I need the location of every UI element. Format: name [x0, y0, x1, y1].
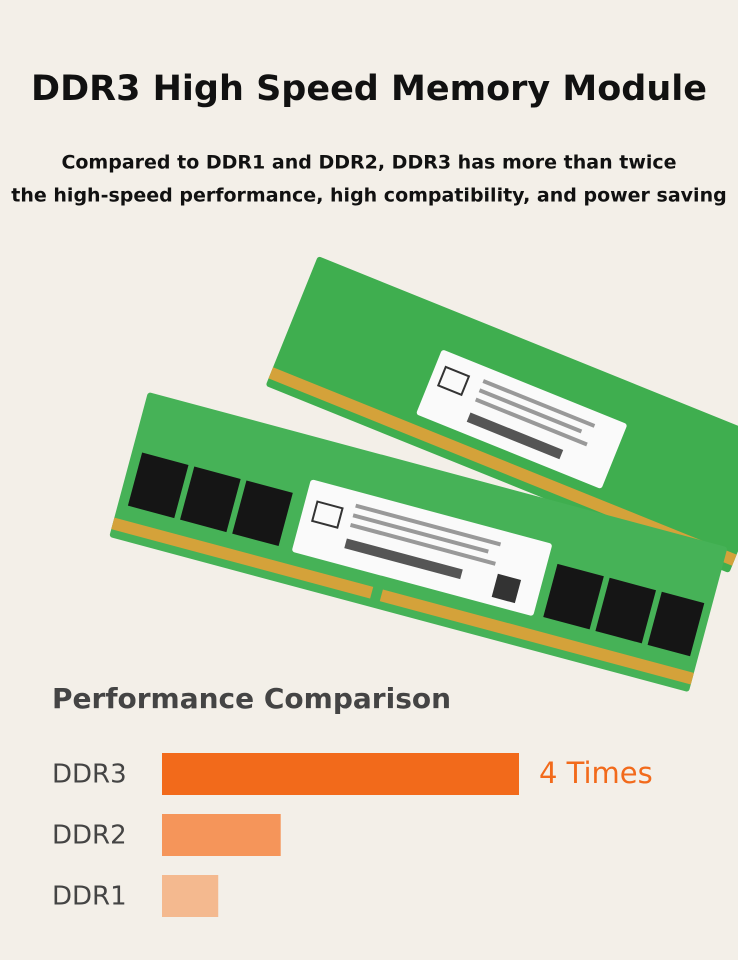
- page-title: DDR3 High Speed Memory Module: [31, 69, 707, 109]
- subtitle-line: Compared to DDR1 and DDR2, DDR3 has more…: [61, 152, 676, 174]
- category-label: DDR2: [52, 821, 127, 851]
- bar: [162, 753, 519, 795]
- category-label: DDR1: [52, 882, 127, 912]
- bar: [162, 814, 281, 856]
- chart-title: Performance Comparison: [52, 682, 451, 715]
- subtitle-line: the high-speed performance, high compati…: [11, 185, 726, 207]
- memory-module-front: [109, 392, 727, 692]
- memory-module-back: [266, 256, 738, 573]
- bar: [162, 875, 219, 917]
- category-label: DDR3: [52, 760, 127, 790]
- value-label: 4 Times: [539, 756, 653, 790]
